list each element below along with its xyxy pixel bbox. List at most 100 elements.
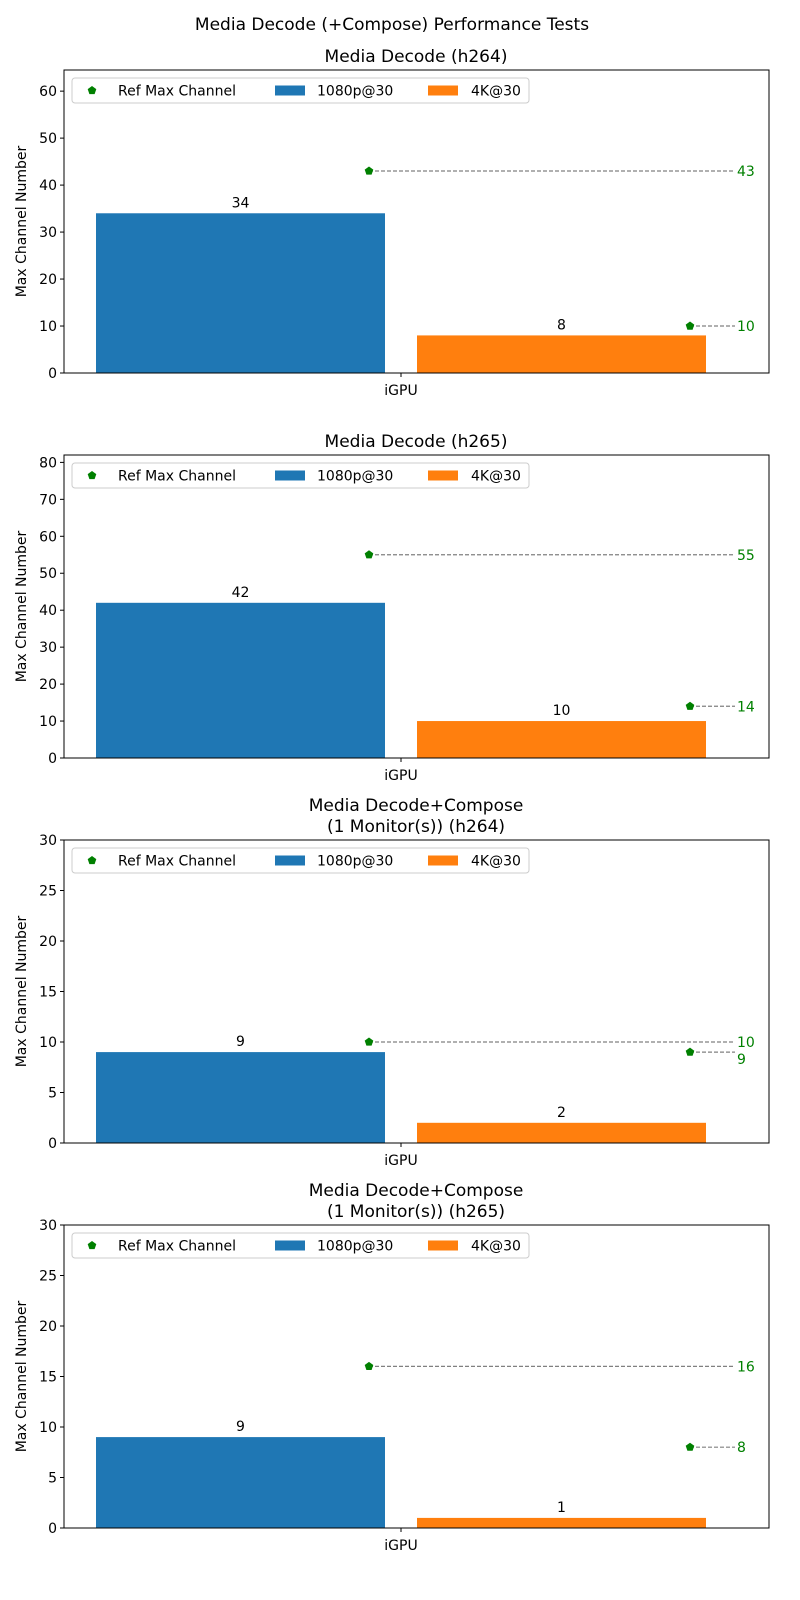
ref-marker [685, 701, 695, 710]
ref-value-label: 10 [737, 1035, 755, 1051]
axes-frame [63, 69, 770, 374]
y-tick-label: 25 [39, 884, 57, 900]
x-tick-label: iGPU [384, 768, 417, 784]
y-axis-label: Max Channel Number [14, 530, 30, 682]
y-tick-label: 15 [39, 1370, 57, 1386]
legend-ref-marker [87, 1241, 97, 1250]
ref-marker [364, 550, 374, 559]
y-tick-label: 60 [39, 529, 57, 545]
subplot-title: Media Decode (h265) [325, 432, 508, 452]
ref-marker [685, 321, 695, 330]
y-tick-label: 40 [39, 178, 57, 194]
legend: Ref Max Channel 1080p@30 4K@30 [71, 77, 530, 104]
ref-value-label: 55 [737, 548, 755, 564]
bar-4K@30 [417, 1517, 706, 1528]
y-tick-label: 30 [39, 640, 57, 656]
legend-patch-4K@30 [428, 85, 458, 96]
bar-value-label: 42 [232, 585, 250, 601]
subplot-title: (1 Monitor(s)) (h264) [327, 817, 505, 837]
legend-label: 4K@30 [471, 469, 521, 485]
legend-ref-marker [87, 86, 97, 95]
y-tick-label: 15 [39, 985, 57, 1001]
y-tick-label: 20 [39, 1319, 57, 1335]
subplot-title: (1 Monitor(s)) (h265) [327, 1202, 505, 1222]
y-tick-label: 10 [39, 1420, 57, 1436]
legend-label: 4K@30 [471, 1239, 521, 1255]
bar-value-label: 10 [553, 703, 571, 719]
figure-suptitle: Media Decode (+Compose) Performance Test… [195, 15, 589, 35]
legend: Ref Max Channel 1080p@30 4K@30 [71, 462, 530, 489]
legend-patch-1080p@30 [275, 855, 305, 866]
y-tick-label: 0 [48, 1136, 57, 1152]
ref-marker [685, 1442, 695, 1451]
x-tick-label: iGPU [384, 1153, 417, 1169]
legend-patch-1080p@30 [275, 470, 305, 481]
bar-1080p@30 [96, 1437, 385, 1528]
y-axis-label: Max Channel Number [14, 145, 30, 297]
subplot-4: Media Decode+Compose(1 Monitor(s)) (h265… [14, 1181, 770, 1554]
ref-value-label: 16 [737, 1359, 755, 1375]
legend-label: 1080p@30 [317, 84, 393, 100]
subplot-2: Media Decode (h265) 42 55 10 14 0 10 20 30 40 50 60… [14, 432, 770, 784]
legend: Ref Max Channel 1080p@30 4K@30 [71, 1232, 530, 1259]
ref-value-label: 14 [737, 699, 755, 715]
ref-marker [685, 1047, 695, 1056]
y-tick-label: 50 [39, 566, 57, 582]
bar-value-label: 34 [232, 195, 250, 211]
subplot-3: Media Decode+Compose(1 Monitor(s)) (h264… [14, 796, 770, 1169]
y-tick-label: 10 [39, 1035, 57, 1051]
y-tick-label: 50 [39, 131, 57, 147]
legend: Ref Max Channel 1080p@30 4K@30 [71, 847, 530, 874]
ref-marker [364, 1361, 374, 1370]
legend-ref-marker [87, 856, 97, 865]
subplot-1: Media Decode (h264) 34 43 8 10 0 10 20 30 40 50 60 i… [14, 47, 770, 399]
y-axis-label: Max Channel Number [14, 915, 30, 1067]
legend-ref-label: Ref Max Channel [118, 1239, 236, 1255]
y-tick-label: 5 [48, 1086, 57, 1102]
bar-4K@30 [417, 335, 706, 373]
ref-marker [364, 166, 374, 175]
legend-label: 1080p@30 [317, 469, 393, 485]
legend-label: 1080p@30 [317, 1239, 393, 1255]
y-tick-label: 20 [39, 272, 57, 288]
y-tick-label: 40 [39, 603, 57, 619]
y-tick-label: 30 [39, 833, 57, 849]
bar-4K@30 [417, 1122, 706, 1143]
y-tick-label: 60 [39, 84, 57, 100]
y-axis-label: Max Channel Number [14, 1300, 30, 1452]
legend-ref-label: Ref Max Channel [118, 469, 236, 485]
subplot-title: Media Decode+Compose [309, 796, 524, 816]
y-tick-label: 25 [39, 1269, 57, 1285]
legend-label: 4K@30 [471, 854, 521, 870]
axes-frame [63, 454, 770, 759]
y-tick-label: 0 [48, 366, 57, 382]
bar-1080p@30 [96, 602, 385, 758]
bar-value-label: 8 [557, 317, 566, 333]
y-tick-label: 20 [39, 677, 57, 693]
ref-value-label: 9 [737, 1052, 746, 1068]
legend-ref-label: Ref Max Channel [118, 854, 236, 870]
ref-marker [364, 1037, 374, 1046]
y-tick-label: 20 [39, 934, 57, 950]
ref-value-label: 43 [737, 164, 755, 180]
y-tick-label: 70 [39, 492, 57, 508]
legend-patch-1080p@30 [275, 85, 305, 96]
legend-ref-marker [87, 471, 97, 480]
bar-1080p@30 [96, 1052, 385, 1143]
subplot-title: Media Decode (h264) [325, 47, 508, 67]
y-tick-label: 10 [39, 319, 57, 335]
bar-1080p@30 [96, 213, 385, 373]
bar-value-label: 9 [236, 1034, 245, 1050]
bar-value-label: 1 [557, 1500, 566, 1516]
y-tick-label: 80 [39, 455, 57, 471]
bar-value-label: 9 [236, 1419, 245, 1435]
legend-patch-4K@30 [428, 470, 458, 481]
ref-value-label: 10 [737, 319, 755, 335]
y-tick-label: 0 [48, 1521, 57, 1537]
y-tick-label: 30 [39, 225, 57, 241]
y-tick-label: 10 [39, 714, 57, 730]
legend-patch-4K@30 [428, 855, 458, 866]
bar-4K@30 [417, 721, 706, 758]
legend-ref-label: Ref Max Channel [118, 84, 236, 100]
